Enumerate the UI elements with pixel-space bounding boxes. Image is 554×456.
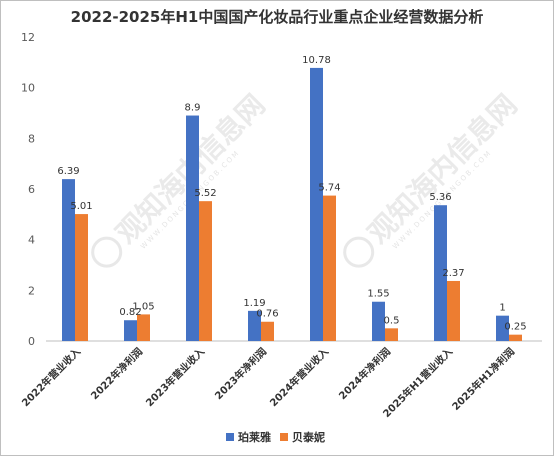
bar-series-2-6: [385, 328, 398, 341]
x-axis-categories: 2022年营业收入 2022年净利润 2023年营业收入 2023年净利润 2024年营…: [19, 345, 517, 420]
data-label-series-2-4: 0.76: [256, 309, 278, 320]
data-labels: 6.39 5.01 0.821.05 8.9 5.52 1.190.76 10.78 5.74…: [57, 55, 526, 333]
x-tick-label: 2024年净利润: [336, 345, 393, 402]
data-label-series-1-5: 10.78: [302, 55, 331, 66]
bar-series-2-1: [75, 214, 88, 341]
data-label-series-2-6: 0.5: [384, 315, 400, 326]
chart-title: 2022-2025年H1中国国产化妆品行业重点企业经营数据分析: [71, 8, 484, 26]
bar-series-1-2: [124, 320, 137, 341]
data-label-series-1-1: 6.39: [57, 166, 79, 177]
y-tick-label: 2: [28, 284, 35, 297]
data-label-series-2-5: 5.74: [318, 183, 340, 194]
y-tick-label: 12: [21, 31, 35, 44]
bar-series-2-7: [447, 280, 460, 341]
bar-series-1-5: [310, 67, 323, 341]
legend-label-series-2: 贝泰妮: [292, 430, 325, 444]
y-tick-label: 4: [28, 234, 35, 247]
x-tick-label: 2022年净利润: [88, 345, 145, 402]
bar-series-1-6: [372, 301, 385, 341]
y-tick-label: 8: [28, 132, 35, 145]
bar-series-1-4: [248, 310, 261, 341]
y-tick-label: 10: [21, 82, 35, 95]
x-tick-label: 2025年H1营业收入: [380, 345, 455, 420]
x-tick-label: 2022年营业收入: [19, 345, 83, 409]
bar-series-2-3: [199, 201, 212, 341]
x-tick-label: 2023年营业收入: [143, 345, 207, 409]
bar-series-2-2: [137, 314, 150, 341]
x-tick-label: 2023年净利润: [212, 345, 269, 402]
legend-swatch-series-2: [280, 433, 288, 441]
legend-label-series-1: 珀莱雅: [238, 430, 271, 444]
data-label-series-2-7: 2.37: [442, 268, 464, 279]
y-axis: 0 2 4 6 8 10 12: [21, 31, 35, 348]
bar-series-2-8: [509, 334, 522, 341]
bar-series-1-8: [496, 315, 509, 341]
data-label-series-2-1: 5.01: [70, 201, 92, 212]
bar-series-1-7: [434, 205, 447, 341]
legend-swatch-series-1: [226, 433, 234, 441]
data-label-series-2-8: 0.25: [504, 322, 526, 333]
data-label-series-1-2: 0.82: [119, 307, 141, 318]
legend: 珀莱雅 贝泰妮: [226, 430, 325, 444]
x-tick-label: 2024年营业收入: [267, 345, 331, 409]
data-label-series-1-7: 5.36: [429, 192, 451, 203]
data-label-series-1-6: 1.55: [367, 289, 389, 300]
data-label-series-1-4: 1.19: [243, 298, 265, 309]
bar-series-1-1: [62, 179, 75, 341]
data-label-series-2-2: 1.05: [132, 301, 154, 312]
data-label-series-1-8: 1: [499, 303, 505, 314]
watermark-logo-icon: [343, 236, 375, 268]
watermark-logo-icon: [91, 236, 123, 268]
x-tick-label: 2025年H1净利润: [449, 345, 517, 413]
data-label-series-1-3: 8.9: [185, 103, 201, 114]
y-tick-label: 6: [28, 183, 35, 196]
bar-series-2-5: [323, 195, 336, 341]
y-tick-label: 0: [28, 335, 35, 348]
bar-series-1-3: [186, 115, 199, 342]
bars: [62, 67, 522, 342]
bar-series-2-4: [261, 321, 274, 341]
watermark: 观知海内信息网 WWW.DONGGUANGOB.COM 观知海内信息网 WWW.…: [91, 88, 523, 268]
data-label-series-2-3: 5.52: [194, 188, 216, 199]
